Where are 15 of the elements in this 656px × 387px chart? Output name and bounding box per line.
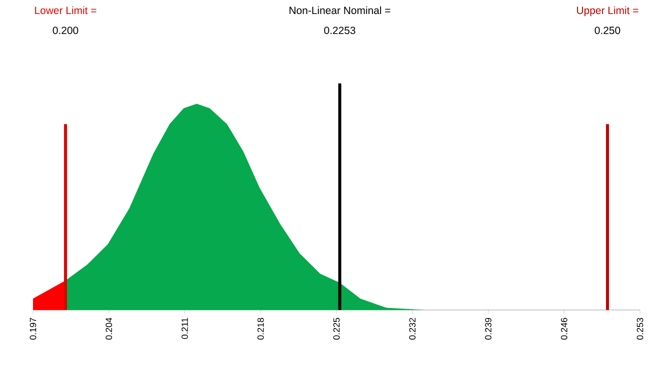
x-tick-label: 0.239 (485, 318, 492, 340)
x-tick-label: 0.253 (636, 318, 644, 340)
text: 0.2253 (324, 26, 356, 34)
x-tick-label: 0.218 (257, 318, 264, 340)
x-tick-label: 0.232 (409, 318, 416, 340)
x-tick-label: 0.211 (182, 318, 188, 339)
text: Upper Limit = (577, 6, 638, 16)
text: 0.250 (594, 26, 620, 34)
x-tick-label: 0.246 (560, 318, 568, 340)
text: Lower Limit = (35, 6, 96, 14)
text: 0.200 (52, 26, 78, 34)
x-tick-label: 0.197 (30, 318, 36, 340)
x-tick-label: 0.204 (106, 318, 112, 340)
x-tick-label: 0.225 (333, 318, 340, 340)
text: Non-Linear Nominal = (290, 6, 390, 14)
